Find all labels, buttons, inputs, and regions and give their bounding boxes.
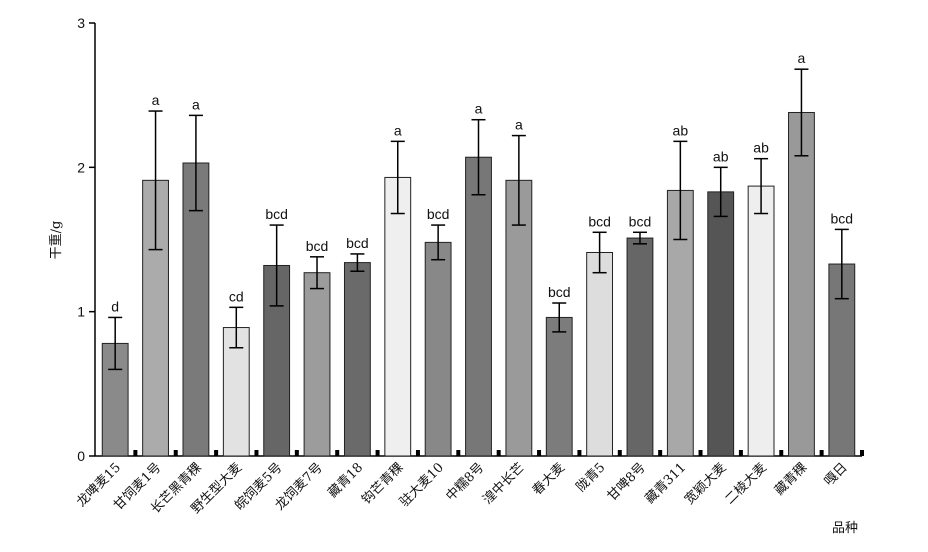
x-tick-label: 驻大麦10 bbox=[397, 460, 447, 510]
significance-label: bcd bbox=[831, 210, 854, 226]
x-tick-label: 宽颖大麦 bbox=[681, 460, 729, 508]
y-tick-label: 3 bbox=[77, 15, 85, 31]
error-bar bbox=[794, 68, 809, 157]
bar bbox=[626, 237, 654, 457]
baseline-marker bbox=[658, 450, 663, 456]
bar bbox=[384, 176, 412, 457]
baseline-marker bbox=[254, 450, 259, 456]
baseline-marker bbox=[819, 450, 824, 456]
bar bbox=[788, 111, 815, 457]
significance-label: bcd bbox=[548, 284, 571, 300]
x-axis-title: 品种 bbox=[832, 521, 858, 536]
error-bar bbox=[148, 110, 163, 251]
error-bar bbox=[350, 253, 365, 273]
x-tick-label: 湟中长芒 bbox=[480, 460, 528, 508]
significance-label: a bbox=[394, 122, 402, 138]
baseline-marker bbox=[738, 450, 743, 456]
error-bar bbox=[713, 166, 728, 218]
bar bbox=[465, 156, 492, 457]
baseline-marker bbox=[294, 450, 299, 456]
bar bbox=[424, 241, 452, 457]
x-tick-label: 甘啤8号 bbox=[605, 460, 649, 504]
significance-label: ab bbox=[673, 122, 689, 138]
significance-label: d bbox=[111, 298, 119, 314]
error-bar bbox=[188, 114, 203, 212]
x-tick-label: 嘎日 bbox=[822, 460, 851, 489]
significance-label: bcd bbox=[306, 238, 329, 254]
baseline-marker bbox=[375, 450, 380, 456]
y-tick-label: 0 bbox=[77, 448, 85, 464]
bar bbox=[747, 185, 775, 457]
x-tick-label: 藏青311 bbox=[643, 460, 690, 507]
significance-label: bcd bbox=[346, 235, 369, 251]
baseline-marker bbox=[133, 450, 138, 456]
significance-label: ab bbox=[753, 140, 769, 156]
significance-label: a bbox=[192, 96, 200, 112]
bar bbox=[303, 272, 331, 457]
bar bbox=[505, 179, 533, 457]
y-tick-label: 2 bbox=[77, 159, 85, 175]
error-bar bbox=[511, 134, 526, 226]
x-tick-label: 藏青稞 bbox=[772, 460, 810, 498]
significance-label: a bbox=[798, 50, 806, 66]
baseline-marker bbox=[617, 450, 622, 456]
significance-label: bcd bbox=[588, 213, 611, 229]
significance-label: ab bbox=[713, 148, 729, 164]
x-tick-label: 陇青5 bbox=[574, 460, 609, 495]
y-axis-title: 干重/g bbox=[48, 221, 64, 260]
baseline-marker bbox=[335, 450, 340, 456]
baseline-marker bbox=[537, 450, 542, 456]
significance-label: a bbox=[475, 101, 483, 117]
error-bar bbox=[834, 228, 849, 300]
baseline-marker bbox=[173, 450, 178, 456]
baseline-marker bbox=[415, 450, 420, 456]
y-tick-label: 1 bbox=[77, 304, 85, 320]
baseline-marker bbox=[496, 450, 501, 456]
baseline-marker bbox=[214, 450, 219, 456]
error-bar bbox=[431, 224, 446, 261]
bar bbox=[707, 191, 735, 457]
x-tick-label: 二棱大麦 bbox=[722, 460, 770, 508]
baseline-marker bbox=[456, 450, 461, 456]
baseline-marker bbox=[698, 450, 703, 456]
significance-label: cd bbox=[229, 288, 244, 304]
error-bar bbox=[108, 316, 123, 371]
baseline-marker bbox=[779, 450, 784, 456]
error-bar bbox=[673, 140, 688, 241]
significance-label: bcd bbox=[265, 206, 288, 222]
x-tick-label: 春大麦 bbox=[530, 460, 568, 498]
significance-label: a bbox=[515, 117, 523, 133]
bar bbox=[545, 316, 573, 457]
error-bar bbox=[552, 302, 567, 333]
bar bbox=[343, 262, 371, 457]
error-bar bbox=[390, 140, 405, 215]
baseline-marker bbox=[577, 450, 582, 456]
error-bar bbox=[310, 256, 325, 290]
error-bar bbox=[471, 118, 486, 196]
error-bar bbox=[269, 224, 284, 307]
error-bar bbox=[754, 157, 769, 215]
baseline-marker bbox=[860, 450, 864, 456]
significance-label: bcd bbox=[427, 206, 450, 222]
significance-label: bcd bbox=[629, 213, 652, 229]
error-bar bbox=[229, 306, 244, 349]
error-bar bbox=[632, 231, 647, 245]
bar bbox=[586, 251, 614, 457]
significance-label: a bbox=[152, 92, 160, 108]
error-bar bbox=[592, 231, 607, 274]
